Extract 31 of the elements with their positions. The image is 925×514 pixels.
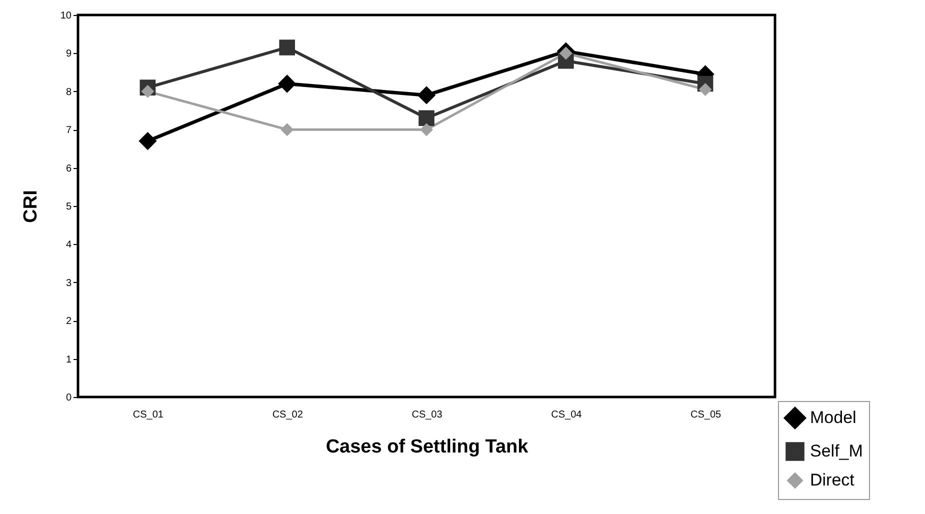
y-tick-label: 5 [66,202,72,212]
point [280,123,294,136]
point [417,86,436,104]
x-tick-label: CS_01 [132,410,164,420]
point [141,84,154,98]
y-tick-label: 8 [66,86,72,98]
x-tick-label: CS_02 [272,410,304,420]
legend-label: Self_M [810,442,863,460]
point [420,123,434,136]
y-tick-label: 9 [66,48,72,60]
x-tick-label: CS_03 [412,410,443,420]
point [418,110,434,126]
legend-label: Model [810,408,856,427]
x-axis-title: Cases of Settling Tank [326,436,529,458]
point [698,82,712,96]
x-tick-label: CS_05 [690,410,722,420]
y-tick-label: 1 [66,354,72,366]
point [278,74,296,93]
y-tick-label: 6 [66,163,72,174]
point [279,40,296,56]
y-tick-label: 2 [66,316,72,328]
y-tick-label: 7 [66,125,72,136]
point [559,46,572,60]
y-tick-label: 10 [60,10,72,22]
x-tick-label: CS_04 [551,410,582,420]
point [138,132,157,150]
y-axis-title: CRI [20,190,42,223]
y-tick-label: 4 [66,240,72,251]
y-tick-label: 3 [66,278,72,289]
y-tick-label: 0 [66,392,72,404]
legend-label: Direct [810,470,855,490]
